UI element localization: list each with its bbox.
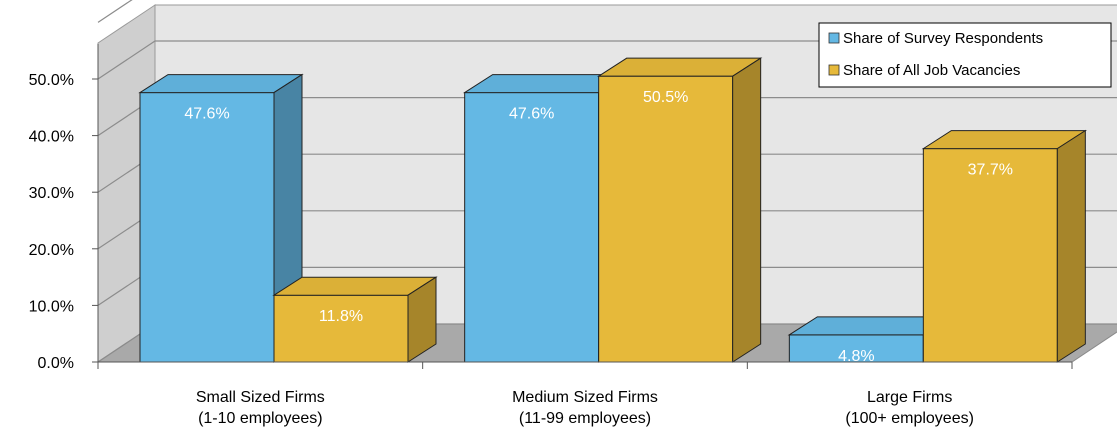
y-tick-label: 0.0% bbox=[38, 355, 74, 372]
bar-side bbox=[732, 57, 762, 363]
y-axis: 0.0% 10.0% 20.0% 30.0% 40.0% 50.0% bbox=[29, 44, 99, 372]
y-tick-label: 30.0% bbox=[29, 185, 74, 202]
bar: 4.8% bbox=[787, 315, 954, 365]
x-axis: Small Sized Firms (1-10 employees) Medium … bbox=[97, 361, 1073, 427]
y-tick-label: 20.0% bbox=[29, 242, 74, 259]
category-label: Large Firms bbox=[867, 389, 952, 406]
data-label: 47.6% bbox=[184, 106, 229, 123]
legend-label: Share of All Job Vacancies bbox=[843, 62, 1020, 79]
data-label: 37.7% bbox=[968, 162, 1013, 179]
bar-side bbox=[1056, 129, 1086, 363]
y-tick-label: 40.0% bbox=[29, 129, 74, 146]
category-sublabel: (100+ employees) bbox=[845, 410, 974, 427]
bar: 50.5% bbox=[596, 57, 763, 363]
data-label: 4.8% bbox=[838, 348, 874, 365]
bar: 11.8% bbox=[272, 276, 438, 363]
y-tick-label: 50.0% bbox=[29, 72, 74, 89]
bar: 37.7% bbox=[921, 129, 1088, 363]
data-label: 11.8% bbox=[319, 308, 363, 325]
legend-label: Share of Survey Respondents bbox=[843, 30, 1043, 47]
y-tick-label: 10.0% bbox=[29, 298, 74, 315]
category-sublabel: (1-10 employees) bbox=[198, 410, 323, 427]
bar-front bbox=[598, 75, 734, 363]
legend-box bbox=[818, 22, 1112, 88]
bars: 47.6% 11.8% 47.6% 50.5% 4.8% 37.7% bbox=[138, 57, 1088, 365]
legend: Share of Survey Respondents Share of All … bbox=[818, 22, 1112, 88]
category-label: Medium Sized Firms bbox=[512, 389, 658, 406]
data-label: 50.5% bbox=[643, 89, 688, 106]
gridline bbox=[97, 40, 1117, 80]
gridline bbox=[97, 0, 133, 23]
bar-front bbox=[464, 92, 600, 363]
category-sublabel: (11-99 employees) bbox=[519, 410, 651, 427]
bar-front bbox=[273, 294, 409, 363]
legend-swatch bbox=[828, 64, 840, 76]
legend-swatch bbox=[828, 32, 840, 44]
bar-front bbox=[922, 148, 1058, 363]
bar-side bbox=[407, 276, 437, 363]
bar-front bbox=[139, 92, 275, 363]
data-label: 47.6% bbox=[509, 106, 554, 123]
category-label: Small Sized Firms bbox=[196, 389, 325, 406]
